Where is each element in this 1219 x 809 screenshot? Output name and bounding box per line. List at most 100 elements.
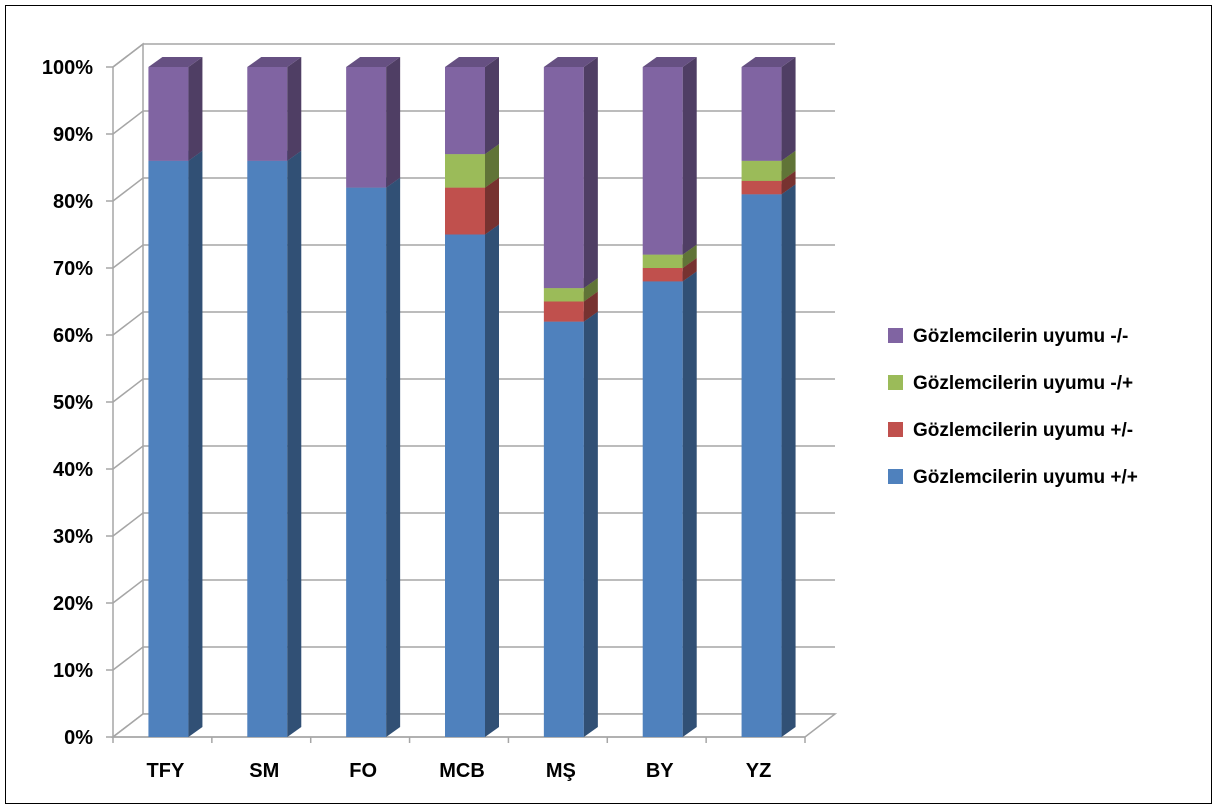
y-tick-label: 40% xyxy=(53,459,93,481)
bar-front xyxy=(543,288,584,302)
legend-label: Gözlemcilerin uyumu +/- xyxy=(913,420,1133,441)
bar-group-MŞ xyxy=(543,57,598,737)
gridline xyxy=(112,378,835,403)
bar-group-BY xyxy=(642,57,697,737)
bar-group-FO xyxy=(346,57,401,738)
gridline xyxy=(112,579,835,604)
bar-top xyxy=(445,57,499,67)
x-tick-label: MCB xyxy=(439,760,485,782)
legend-swatch xyxy=(888,328,903,343)
bar-front xyxy=(148,160,189,738)
bar-front xyxy=(543,301,584,322)
bar-side xyxy=(583,311,598,737)
x-tick-label: YZ xyxy=(746,760,772,782)
gridline xyxy=(112,244,835,269)
legend-swatch xyxy=(888,375,903,390)
bar-side xyxy=(188,150,203,738)
bar-front xyxy=(741,194,782,738)
bar-front xyxy=(543,67,584,289)
y-tick-label: 0% xyxy=(64,727,93,749)
y-tick-label: 50% xyxy=(53,392,93,414)
bar-front xyxy=(247,67,288,161)
bar-side xyxy=(188,57,203,161)
x-tick-label: BY xyxy=(646,760,674,782)
bar-front xyxy=(346,187,387,738)
bar-side xyxy=(485,57,499,155)
bar-segment-SM-1 xyxy=(247,150,302,738)
bar-front xyxy=(642,281,683,737)
gridline xyxy=(112,445,835,470)
bar-side xyxy=(287,150,302,738)
bar-segment-TFY-1 xyxy=(148,150,203,738)
bar-group-YZ xyxy=(741,57,796,738)
bar-segment-BY-4 xyxy=(642,57,697,255)
bar-group-TFY xyxy=(148,57,203,738)
gridlines xyxy=(112,43,835,738)
bars xyxy=(148,57,796,738)
bar-top xyxy=(741,57,796,67)
x-tick-label: MŞ xyxy=(546,760,576,782)
bar-side xyxy=(485,144,499,188)
bar-front xyxy=(741,67,782,161)
bar-side xyxy=(485,224,499,737)
bar-side xyxy=(682,57,697,255)
bar-segment-MŞ-4 xyxy=(543,57,598,289)
bar-segment-TFY-4 xyxy=(148,57,203,161)
y-axis-tick-labels: 0% 10% 20% 30% 40% 50% 60% 70% 80% 90% 100% xyxy=(42,57,93,749)
x-tick-label: SM xyxy=(249,760,279,782)
bar-side xyxy=(583,57,598,289)
bar-front xyxy=(642,268,683,282)
bar-front xyxy=(642,254,683,268)
bar-top xyxy=(642,57,697,67)
bar-front xyxy=(445,67,485,155)
bar-side xyxy=(781,170,796,195)
bar-front xyxy=(445,234,485,737)
bar-side xyxy=(287,57,302,161)
y-tick-label: 10% xyxy=(53,660,93,682)
bar-group-SM xyxy=(247,57,302,738)
bar-segment-MCB-1 xyxy=(445,224,499,737)
bar-front xyxy=(445,154,485,188)
bar-side xyxy=(781,184,796,738)
chart-frame xyxy=(5,5,1212,804)
bar-side xyxy=(583,291,598,322)
bar-side xyxy=(682,258,697,282)
bar-side xyxy=(781,57,796,161)
y-tick-label: 30% xyxy=(53,526,93,548)
bar-segment-MCB-4 xyxy=(445,57,499,155)
bar-side xyxy=(485,177,499,235)
bar-front xyxy=(642,67,683,255)
y-tick-label: 90% xyxy=(53,124,93,146)
gridline xyxy=(112,512,835,537)
legend-item: Gözlemcilerin uyumu -/- xyxy=(888,326,1128,347)
bar-top xyxy=(247,57,302,67)
bar-front xyxy=(445,187,485,235)
legend-item: Gözlemcilerin uyumu +/+ xyxy=(888,467,1138,488)
legend: Gözlemcilerin uyumu -/- Gözlemcilerin uyu… xyxy=(888,326,1138,488)
bar-front xyxy=(346,67,387,188)
bar-side xyxy=(386,177,401,738)
legend-swatch xyxy=(888,469,903,484)
bar-side xyxy=(682,244,697,268)
x-tick-label: FO xyxy=(349,760,377,782)
bar-front xyxy=(148,67,189,161)
bar-segment-MŞ-1 xyxy=(543,311,598,737)
bar-top xyxy=(543,57,598,67)
legend-item: Gözlemcilerin uyumu -/+ xyxy=(888,373,1133,394)
y-tick-label: 60% xyxy=(53,325,93,347)
bar-segment-YZ-4 xyxy=(741,57,796,161)
legend-label: Gözlemcilerin uyumu +/+ xyxy=(913,467,1138,488)
bar-segment-FO-4 xyxy=(346,57,401,188)
bar-segment-YZ-1 xyxy=(741,184,796,738)
bar-front xyxy=(741,180,782,195)
bar-top xyxy=(346,57,401,67)
x-tick-label: TFY xyxy=(147,760,185,782)
y-tick-label: 70% xyxy=(53,258,93,280)
bar-side xyxy=(386,57,401,188)
bar-side xyxy=(682,271,697,737)
bar-segment-FO-1 xyxy=(346,177,401,738)
bar-front xyxy=(247,160,288,738)
y-tick-label: 20% xyxy=(53,593,93,615)
bar-front xyxy=(741,160,782,181)
